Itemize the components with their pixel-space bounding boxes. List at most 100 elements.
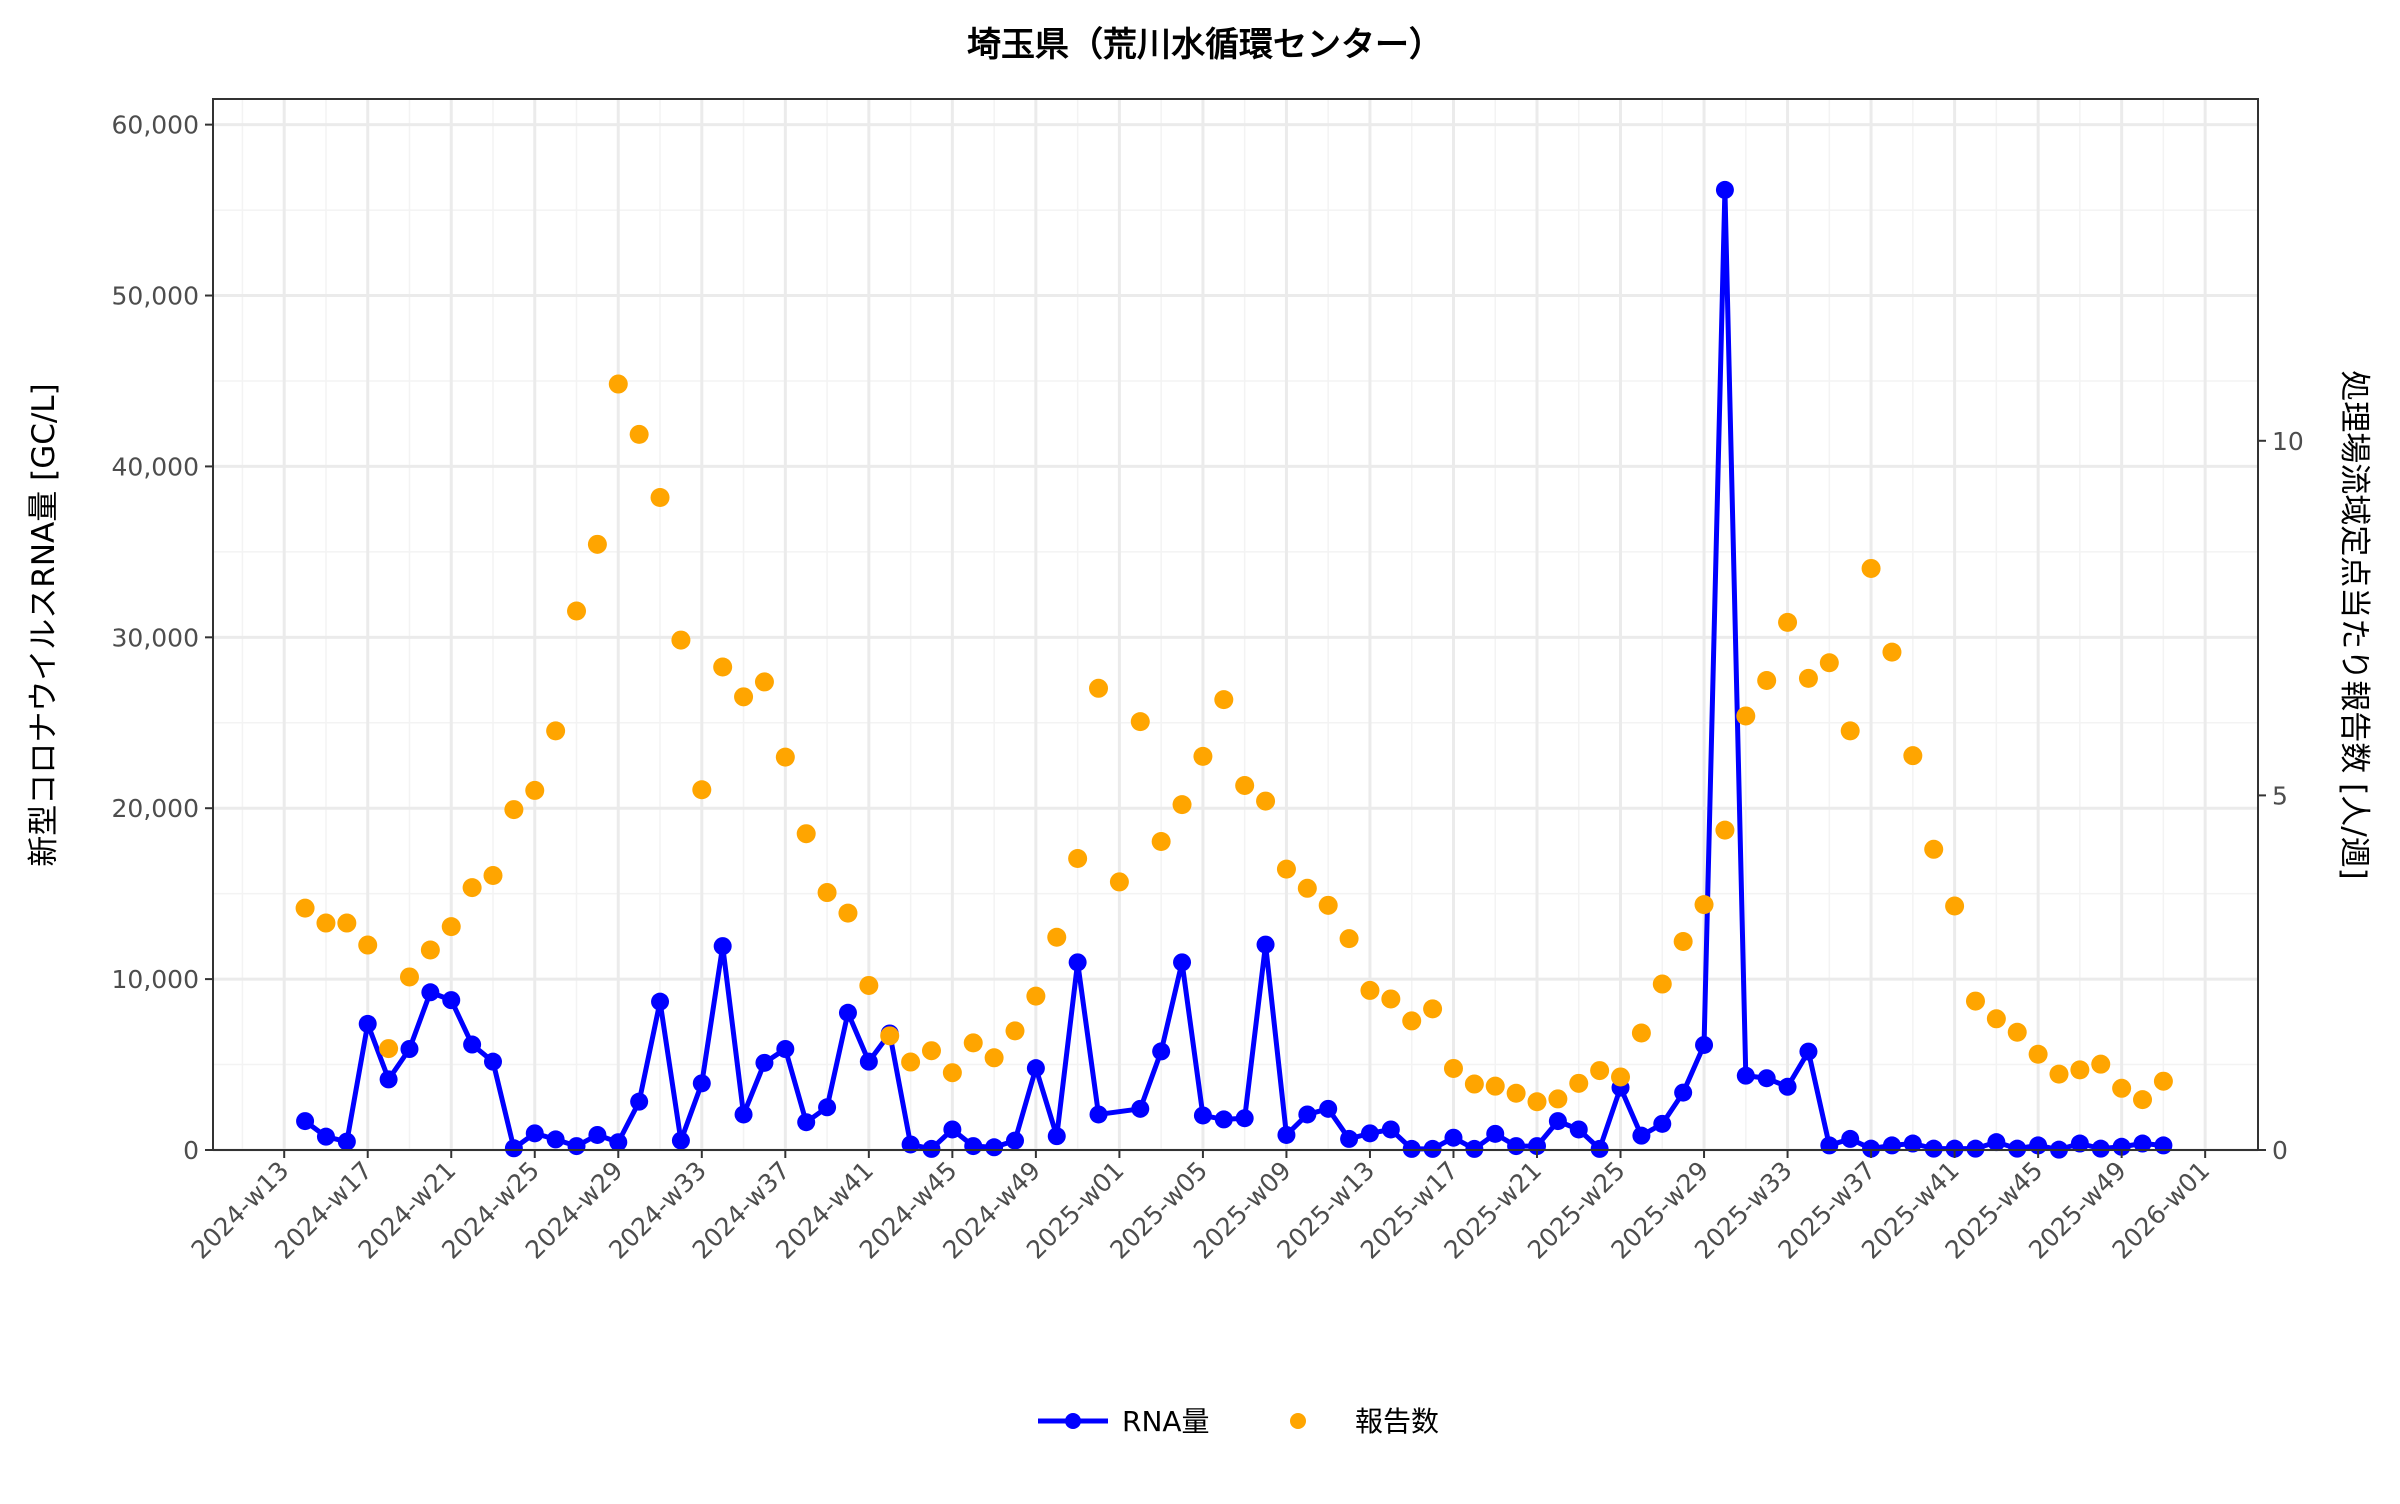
reports-point: [1464, 1074, 1484, 1094]
rna-point: [1882, 1136, 1901, 1155]
reports-point: [1297, 878, 1317, 898]
reports-point: [420, 940, 440, 960]
reports-point: [713, 657, 733, 677]
reports-point: [1443, 1058, 1463, 1078]
y-right-tick-label: 10: [2272, 427, 2304, 456]
rna-point: [713, 937, 732, 956]
reports-point: [1590, 1061, 1610, 1081]
rna-point: [2133, 1134, 2152, 1153]
reports-point: [1068, 849, 1088, 869]
rna-point: [1653, 1114, 1672, 1133]
rna-point: [776, 1040, 795, 1059]
reports-point: [754, 672, 774, 692]
rna-point: [296, 1112, 315, 1131]
rna-point: [421, 983, 440, 1002]
reports-point: [1736, 706, 1756, 726]
rna-point: [838, 1003, 857, 1022]
reports-point: [2153, 1071, 2173, 1091]
reports-point: [1026, 986, 1046, 1006]
reports-point: [1903, 746, 1923, 766]
reports-point: [2133, 1090, 2153, 1110]
reports-point: [1360, 980, 1380, 1000]
rna-point: [2091, 1139, 2110, 1158]
rna-point: [1841, 1129, 1860, 1148]
reports-point: [1924, 839, 1944, 859]
reports-point: [796, 824, 816, 844]
reports-point: [1882, 642, 1902, 662]
legend: RNA量 報告数: [1038, 1405, 1439, 1438]
reports-point: [775, 747, 795, 767]
reports-point: [567, 601, 587, 621]
legend-rna-point: [1065, 1413, 1081, 1429]
reports-point: [1631, 1023, 1651, 1043]
rna-point: [1173, 953, 1192, 972]
reports-point: [1151, 831, 1171, 851]
rna-point: [1736, 1066, 1755, 1085]
reports-point: [1798, 668, 1818, 688]
grid: [213, 99, 2258, 1152]
reports-point: [963, 1033, 983, 1053]
reports-point: [587, 534, 607, 554]
reports-point: [671, 630, 691, 650]
rna-point: [2008, 1139, 2027, 1158]
rna-point: [818, 1098, 837, 1117]
y-tick-label: 20,000: [112, 794, 199, 823]
reports-point: [1485, 1076, 1505, 1096]
rna-point: [2112, 1137, 2131, 1156]
rna-point: [609, 1133, 628, 1152]
rna-point: [1423, 1139, 1442, 1158]
rna-point: [1214, 1110, 1233, 1129]
y-tick-label: 0: [183, 1136, 199, 1165]
reports-point: [1005, 1021, 1025, 1041]
reports-point: [1965, 991, 1985, 1011]
reports-point: [942, 1063, 962, 1083]
rna-point: [588, 1125, 607, 1144]
reports-point: [838, 903, 858, 923]
rna-point: [1569, 1120, 1588, 1139]
rna-point: [734, 1105, 753, 1124]
rna-point: [901, 1135, 920, 1154]
reports-point: [608, 374, 628, 394]
rna-point: [671, 1131, 690, 1150]
reports-point: [441, 917, 461, 937]
series-rna: [296, 180, 2173, 1159]
rna-point: [400, 1040, 419, 1059]
rna-point: [755, 1053, 774, 1072]
reports-point: [629, 424, 649, 444]
reports-point: [2028, 1044, 2048, 1064]
reports-point: [2112, 1078, 2132, 1098]
rna-point: [546, 1130, 565, 1149]
rna-point: [1820, 1136, 1839, 1155]
rna-point: [1298, 1105, 1317, 1124]
reports-point: [859, 975, 879, 995]
panel-border: [212, 98, 2259, 1151]
rna-point: [1674, 1083, 1693, 1102]
panel-background: [213, 99, 2258, 1150]
rna-point: [1089, 1105, 1108, 1124]
reports-point: [817, 883, 837, 903]
series-reports: [295, 374, 2173, 1112]
legend-reports-point: [1290, 1413, 1306, 1429]
reports-point: [504, 800, 524, 820]
rna-point: [1486, 1124, 1505, 1143]
rna-point: [1235, 1109, 1254, 1128]
reports-point: [1318, 895, 1338, 915]
rna-point: [692, 1074, 711, 1093]
reports-point: [1089, 678, 1109, 698]
reports-point: [880, 1026, 900, 1046]
x-axis: 2024-w132024-w172024-w212024-w252024-w29…: [186, 1150, 2215, 1265]
rna-point: [337, 1132, 356, 1151]
rna-point: [1152, 1042, 1171, 1061]
rna-point: [1507, 1137, 1526, 1156]
reports-point: [1256, 791, 1276, 811]
rna-point: [1715, 180, 1734, 199]
reports-point: [2070, 1060, 2090, 1080]
rna-point: [2154, 1136, 2173, 1155]
rna-point: [525, 1124, 544, 1143]
rna-point: [1987, 1133, 2006, 1152]
reports-point: [1506, 1083, 1526, 1103]
reports-point: [525, 780, 545, 800]
rna-point: [1360, 1124, 1379, 1143]
rna-point: [1256, 935, 1275, 954]
reports-point: [1402, 1011, 1422, 1031]
